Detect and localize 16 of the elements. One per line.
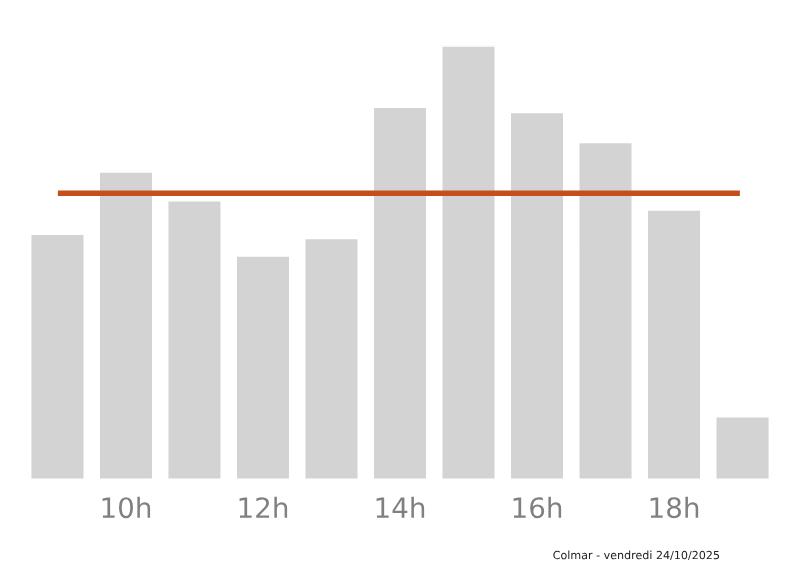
x-tick-label: 16h — [513, 496, 562, 519]
x-tick-label: 14h — [376, 496, 425, 518]
bar — [28, 232, 87, 480]
x-tick-label: 12h — [239, 496, 288, 518]
bar — [508, 110, 566, 480]
x-tick-label: 10h — [102, 496, 151, 519]
bar — [713, 414, 772, 480]
bar — [302, 236, 361, 480]
bar — [439, 45, 498, 480]
bar — [576, 140, 635, 480]
bar — [645, 207, 703, 480]
bar — [234, 253, 292, 480]
bar — [97, 170, 155, 480]
x-tick-label: 18h — [650, 496, 699, 519]
bar — [371, 105, 429, 480]
bar — [165, 198, 224, 480]
